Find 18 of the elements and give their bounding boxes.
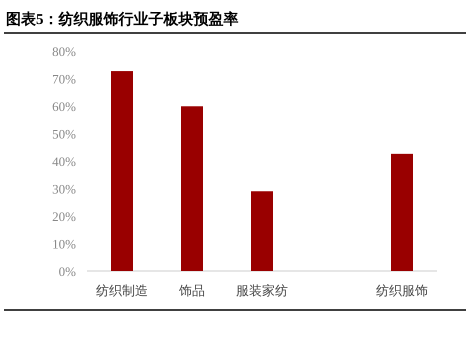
y-tick-label: 0% xyxy=(58,264,76,279)
bar xyxy=(181,106,203,271)
x-tick-label: 饰品 xyxy=(178,283,205,298)
y-tick-label: 30% xyxy=(52,182,76,196)
bar xyxy=(111,71,133,271)
y-tick-label: 80% xyxy=(52,44,76,59)
y-tick-label: 10% xyxy=(52,236,76,252)
chart-title: 图表5：纺织服饰行业子板块预盈率 xyxy=(6,10,238,28)
bar xyxy=(391,154,413,271)
x-tick-label: 纺织服饰 xyxy=(376,283,428,298)
y-tick-label: 40% xyxy=(52,154,76,169)
y-tick-label: 50% xyxy=(52,126,76,142)
y-tick-label: 70% xyxy=(52,72,76,86)
bar xyxy=(251,191,273,271)
x-tick-label: 纺织制造 xyxy=(96,283,148,298)
y-tick-label: 60% xyxy=(52,99,76,114)
x-tick-label: 服装家纺 xyxy=(236,283,288,298)
y-tick-label: 20% xyxy=(52,209,76,224)
